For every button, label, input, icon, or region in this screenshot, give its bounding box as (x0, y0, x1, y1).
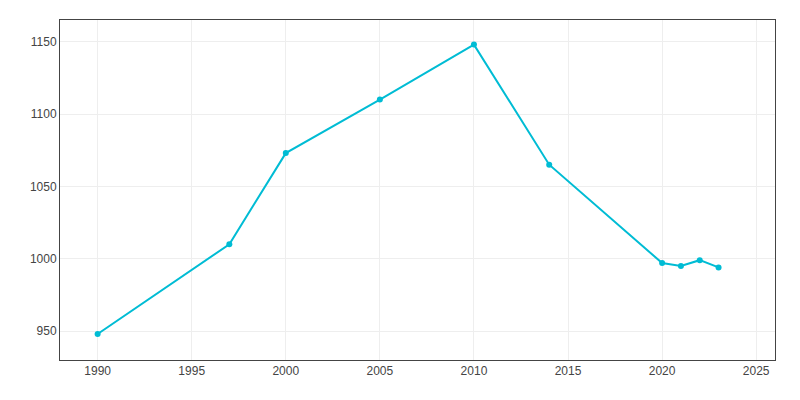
svg-text:1100: 1100 (31, 107, 57, 121)
svg-text:950: 950 (37, 324, 57, 338)
svg-text:1995: 1995 (178, 364, 205, 378)
svg-text:1150: 1150 (31, 35, 57, 49)
svg-text:2000: 2000 (272, 364, 299, 378)
svg-text:2025: 2025 (743, 364, 770, 378)
svg-text:2005: 2005 (367, 364, 394, 378)
svg-text:1050: 1050 (30, 180, 57, 194)
svg-text:2015: 2015 (555, 364, 582, 378)
svg-text:1990: 1990 (84, 364, 111, 378)
svg-text:1000: 1000 (30, 252, 57, 266)
svg-text:2020: 2020 (649, 364, 676, 378)
svg-text:2010: 2010 (461, 364, 488, 378)
